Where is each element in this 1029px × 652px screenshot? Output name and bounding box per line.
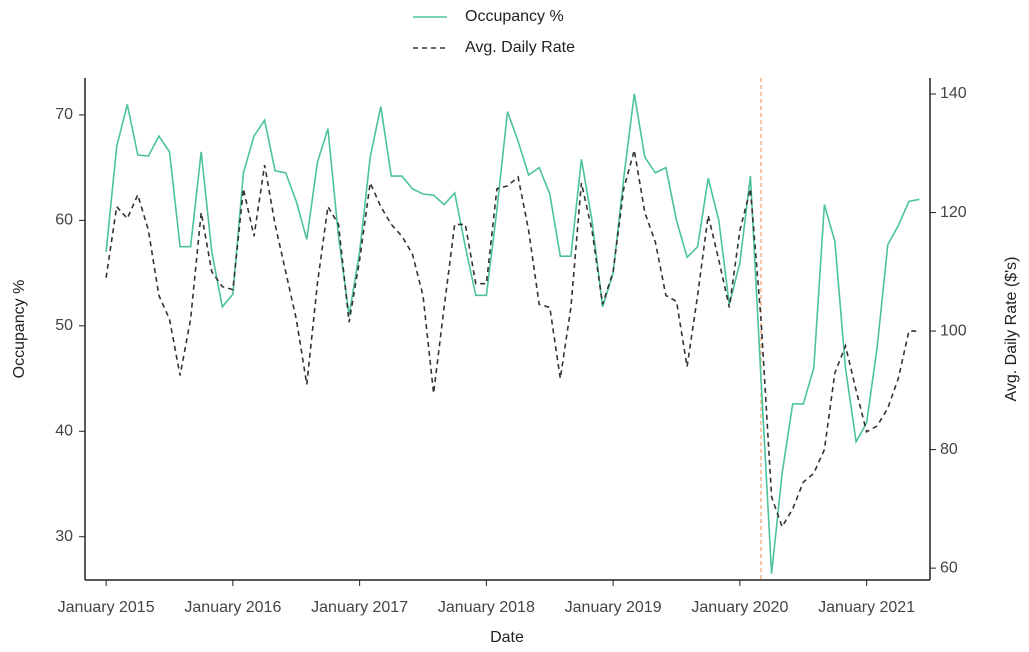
y-tick-label: 70 (55, 106, 73, 123)
y-tick-label: 40 (55, 423, 73, 440)
legend-label: Avg. Daily Rate (465, 39, 575, 56)
x-tick-label: January 2018 (438, 599, 535, 616)
y-tick-label: 60 (55, 212, 73, 229)
y2-axis-label: Avg. Daily Rate ($'s) (1003, 256, 1020, 401)
y-axis-label: Occupancy % (11, 280, 28, 379)
y2-tick-label: 80 (940, 441, 958, 458)
legend-label: Occupancy % (465, 8, 564, 25)
series-line (105, 93, 920, 574)
x-tick-label: January 2016 (184, 599, 281, 616)
y-tick-label: 50 (55, 317, 73, 334)
x-tick-label: January 2017 (311, 599, 408, 616)
x-tick-label: January 2020 (691, 599, 788, 616)
x-axis-label: Date (490, 629, 524, 646)
y2-tick-label: 60 (940, 559, 958, 576)
y-tick-label: 30 (55, 528, 73, 545)
x-tick-label: January 2021 (818, 599, 915, 616)
series-line (105, 150, 920, 529)
y2-tick-label: 100 (940, 322, 967, 339)
y2-tick-label: 120 (940, 204, 967, 221)
x-tick-label: January 2019 (565, 599, 662, 616)
y2-tick-label: 140 (940, 85, 967, 102)
x-tick-label: January 2015 (58, 599, 155, 616)
